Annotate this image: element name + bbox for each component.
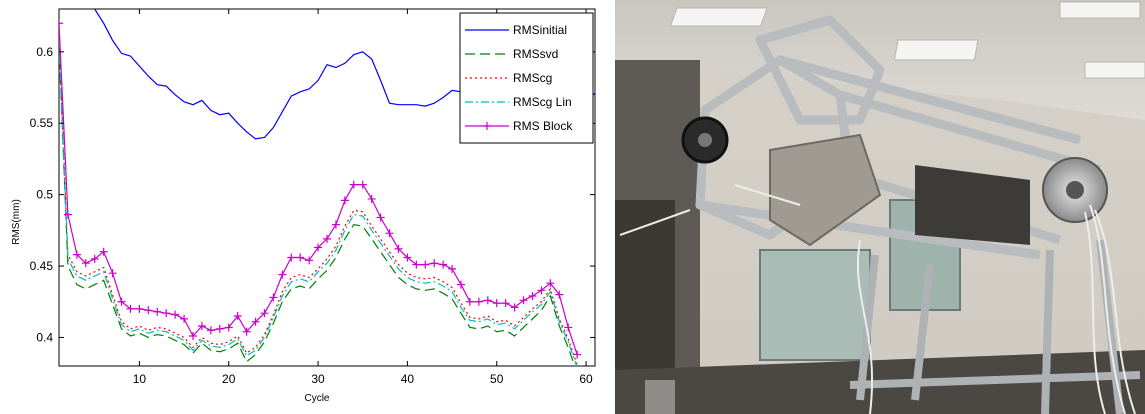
floor-box	[645, 380, 675, 414]
y-tick-label-2: 0.5	[36, 188, 53, 202]
series-marker-4-55	[546, 279, 555, 288]
series-marker-4-44	[448, 264, 457, 273]
end-effector-plate	[769, 133, 882, 247]
series-marker-4-49	[492, 299, 501, 308]
series-marker-4-19	[224, 323, 233, 332]
series-marker-4-29	[314, 243, 323, 252]
line-chart: 10 20 30 40 50 60 0.4 0.45 0.5 0.55 0.6 Cycle RMS(…	[11, 8, 596, 404]
legend-label-3: RMScg Lin	[513, 95, 572, 109]
series-marker-4-41	[421, 260, 430, 269]
series-marker-4-40	[412, 260, 421, 269]
y-tick-label-0: 0.4	[36, 330, 53, 344]
series-marker-4-21	[242, 327, 251, 336]
series-marker-4-25	[278, 270, 287, 279]
series-marker-4-53	[528, 292, 537, 301]
series-marker-4-54	[537, 286, 546, 295]
cables	[619, 184, 1136, 414]
series-marker-4-15	[189, 332, 197, 341]
wheel-right-hub	[1066, 181, 1084, 199]
series-marker-4-28	[305, 256, 314, 265]
x-tick-label-2: 30	[311, 372, 325, 386]
series-marker-4-27	[296, 253, 305, 262]
series-marker-4-5	[99, 247, 108, 256]
series-marker-4-31	[331, 220, 340, 229]
series-marker-4-58	[573, 350, 582, 359]
series-marker-4-43	[439, 260, 448, 269]
series-marker-4-48	[483, 296, 492, 305]
wheel-left-hub	[698, 133, 712, 147]
series-marker-4-14	[180, 314, 189, 323]
legend: RMSinitial RMSsvd RMScg RMScg Lin RMS Block	[459, 12, 594, 144]
series-marker-4-35	[367, 194, 376, 203]
series-marker-4-46	[465, 297, 474, 306]
series-marker-4-30	[323, 234, 331, 243]
series-marker-4-3	[81, 259, 90, 268]
series-marker-4-2	[72, 250, 81, 259]
series-marker-4-36	[376, 213, 385, 222]
series-marker-4-38	[394, 244, 403, 253]
series-marker-4-11	[153, 307, 162, 316]
x-tick-label-0: 10	[133, 372, 147, 386]
series-marker-4-6	[108, 269, 117, 278]
series-marker-4-4	[90, 254, 99, 263]
x-tick-label-1: 20	[222, 372, 236, 386]
legend-label-4: RMS Block	[513, 119, 573, 133]
series-marker-4-50	[501, 299, 510, 308]
series-marker-4-9	[135, 304, 144, 313]
series-line-1	[59, 44, 576, 366]
series-marker-4-26	[287, 253, 296, 262]
series-marker-4-16	[197, 322, 206, 331]
series-marker-4-37	[385, 229, 394, 238]
series-marker-4-12	[162, 309, 171, 318]
y-tick-label-3: 0.55	[30, 116, 54, 130]
series-line-3	[59, 40, 578, 366]
series-marker-4-1	[63, 210, 72, 219]
series-marker-4-0	[59, 19, 63, 28]
legend-marker-4	[483, 122, 491, 130]
series-marker-4-33	[349, 180, 358, 189]
series-marker-4-57	[564, 323, 573, 332]
series-marker-4-42	[430, 259, 439, 268]
series-marker-4-22	[251, 317, 260, 326]
series-marker-4-23	[260, 309, 269, 318]
series-marker-4-32	[340, 196, 349, 205]
series-marker-4-51	[510, 303, 519, 312]
series-line-2	[59, 37, 578, 365]
series-marker-4-47	[474, 297, 483, 306]
x-axis-title: Cycle	[304, 393, 329, 404]
series-marker-4-45	[457, 280, 465, 289]
series-marker-4-18	[215, 324, 224, 333]
series-marker-4-13	[171, 310, 180, 319]
x-tick-label-4: 50	[490, 372, 504, 386]
series-marker-4-8	[126, 304, 135, 313]
legend-box	[459, 12, 594, 144]
legend-label-0: RMSinitial	[513, 23, 567, 37]
ceiling-lights	[669, 1, 1145, 79]
series-marker-4-17	[206, 326, 215, 335]
y-tick-label-4: 0.6	[36, 45, 53, 59]
series-marker-4-34	[358, 180, 367, 189]
series-marker-4-20	[233, 312, 242, 321]
series-marker-4-39	[403, 253, 412, 262]
y-tick-label-1: 0.45	[30, 259, 54, 273]
x-tick-label-5: 60	[579, 372, 593, 386]
x-tick-label-3: 40	[401, 372, 415, 386]
series-marker-4-24	[269, 293, 278, 302]
y-axis-title: RMS(mm)	[11, 199, 22, 245]
axis-ticks: 10 20 30 40 50 60 0.4 0.45 0.5 0.55 0.6	[30, 9, 595, 386]
cable-driven-parallel-robot-photo	[615, 0, 1145, 414]
dark-panel	[915, 165, 1030, 245]
legend-label-2: RMScg	[513, 71, 552, 85]
series-marker-4-52	[519, 296, 528, 305]
series-marker-4-56	[555, 290, 564, 299]
ceiling	[615, 0, 1145, 120]
legend-label-1: RMSsvd	[513, 47, 558, 61]
series-marker-4-10	[144, 306, 153, 315]
series-marker-4-7	[117, 297, 126, 306]
